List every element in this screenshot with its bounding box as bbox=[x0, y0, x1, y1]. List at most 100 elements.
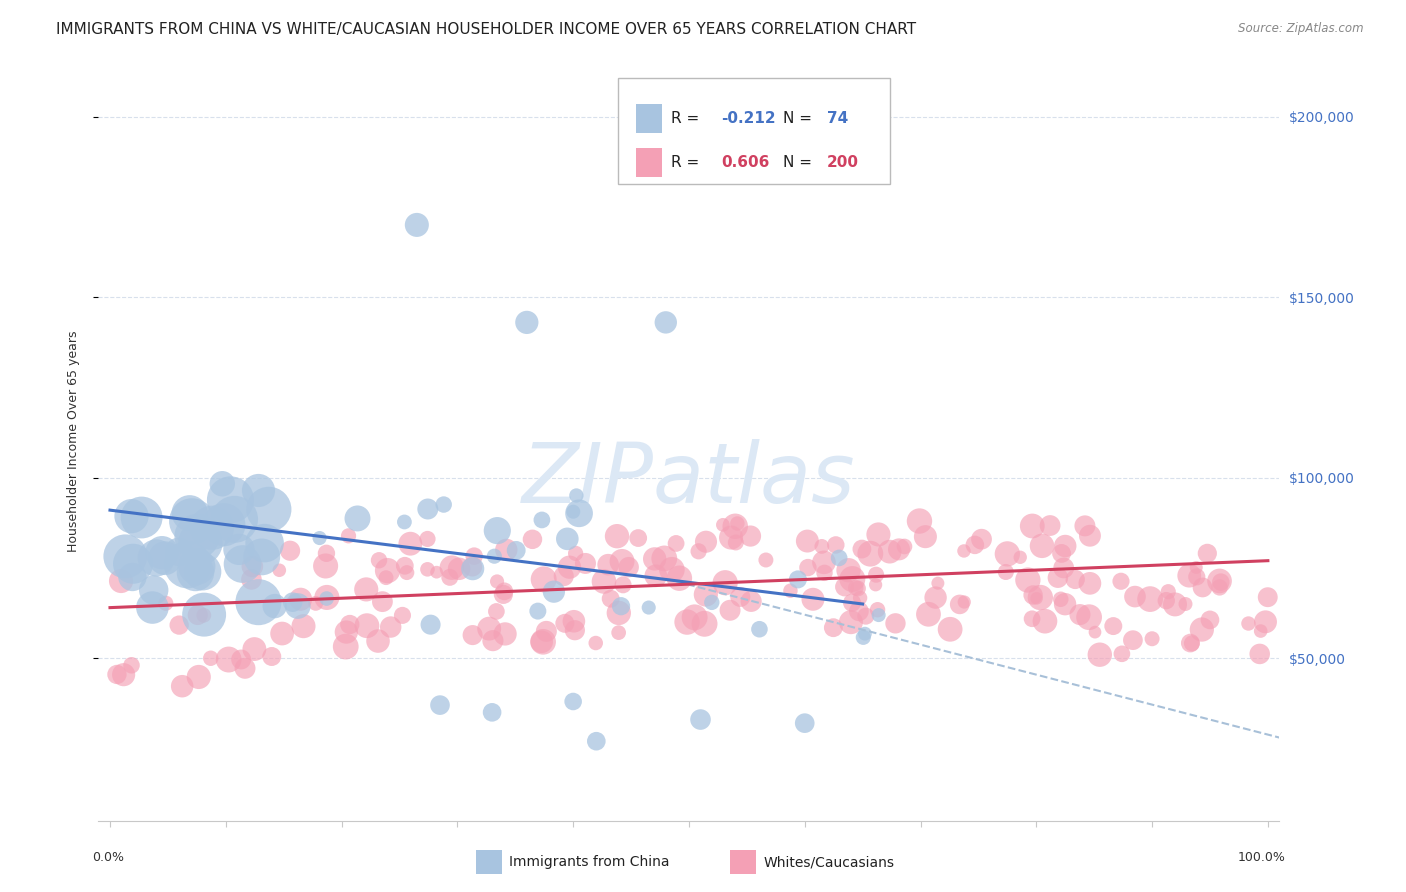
Point bbox=[167, 618, 190, 632]
Point bbox=[181, 514, 204, 528]
Bar bbox=[636, 104, 662, 133]
Point bbox=[367, 634, 389, 648]
Point bbox=[433, 498, 456, 512]
Point bbox=[368, 553, 391, 567]
Point bbox=[172, 679, 194, 693]
Text: IMMIGRANTS FROM CHINA VS WHITE/CAUCASIAN HOUSEHOLDER INCOME OVER 65 YEARS CORREL: IMMIGRANTS FROM CHINA VS WHITE/CAUCASIAN… bbox=[56, 22, 917, 37]
Text: N =: N = bbox=[783, 112, 817, 127]
Point bbox=[695, 534, 717, 549]
Point bbox=[176, 558, 198, 572]
Point bbox=[1021, 519, 1043, 533]
Point bbox=[186, 529, 208, 543]
Point bbox=[1064, 573, 1087, 587]
Point bbox=[661, 563, 683, 577]
Point bbox=[153, 551, 176, 566]
Point bbox=[463, 549, 485, 563]
Point bbox=[486, 574, 509, 589]
Point bbox=[337, 529, 360, 543]
Point bbox=[482, 633, 505, 648]
Point bbox=[257, 502, 280, 516]
Point bbox=[1164, 598, 1187, 612]
Point bbox=[439, 570, 461, 584]
Point bbox=[554, 616, 576, 631]
Point bbox=[1031, 539, 1053, 553]
Point bbox=[335, 640, 357, 654]
Point bbox=[787, 573, 810, 587]
Y-axis label: Householder Income Over 65 years: Householder Income Over 65 years bbox=[67, 331, 80, 552]
Text: 0.0%: 0.0% bbox=[93, 851, 125, 864]
Point bbox=[994, 565, 1017, 579]
Point bbox=[1199, 613, 1222, 627]
Point bbox=[315, 591, 337, 605]
Point bbox=[718, 603, 741, 617]
Point bbox=[1033, 614, 1056, 628]
Point bbox=[564, 546, 586, 560]
Point bbox=[494, 584, 516, 599]
Point bbox=[440, 560, 463, 574]
Point bbox=[315, 591, 337, 606]
Point bbox=[481, 706, 503, 720]
Point bbox=[823, 621, 845, 635]
Point bbox=[813, 566, 835, 580]
Point bbox=[211, 476, 233, 491]
Text: R =: R = bbox=[671, 112, 704, 127]
Point bbox=[879, 544, 901, 558]
Point bbox=[1039, 518, 1062, 533]
Text: N =: N = bbox=[783, 154, 817, 169]
Point bbox=[939, 622, 962, 636]
Text: 74: 74 bbox=[827, 112, 848, 127]
Point bbox=[505, 543, 527, 558]
Point bbox=[346, 511, 368, 525]
Point bbox=[1074, 519, 1097, 533]
Point bbox=[839, 615, 862, 629]
Point bbox=[1102, 619, 1125, 633]
Point bbox=[461, 559, 484, 574]
Point bbox=[356, 618, 378, 632]
Point bbox=[193, 607, 215, 622]
Point bbox=[122, 557, 145, 571]
Point bbox=[1140, 632, 1163, 646]
Point bbox=[142, 583, 165, 598]
Point bbox=[263, 599, 285, 613]
Point bbox=[190, 536, 212, 550]
Point bbox=[527, 604, 550, 618]
Point bbox=[555, 532, 578, 546]
Point bbox=[449, 562, 471, 576]
Point bbox=[391, 608, 413, 623]
Point bbox=[1185, 560, 1208, 574]
Point bbox=[1178, 568, 1201, 582]
Point bbox=[740, 594, 762, 608]
Point bbox=[155, 596, 177, 610]
Point bbox=[779, 583, 801, 598]
Point bbox=[568, 506, 591, 520]
Point bbox=[598, 558, 620, 572]
Point bbox=[841, 596, 863, 610]
Point bbox=[218, 652, 240, 666]
Point bbox=[339, 617, 361, 632]
Point bbox=[1250, 624, 1272, 638]
Point bbox=[184, 566, 207, 580]
Point bbox=[228, 542, 250, 557]
Point bbox=[232, 557, 254, 571]
Point bbox=[335, 625, 357, 640]
Point bbox=[845, 581, 868, 595]
Point bbox=[200, 651, 222, 665]
Point bbox=[668, 571, 690, 585]
Point bbox=[419, 617, 441, 632]
Point bbox=[278, 543, 301, 558]
Point bbox=[884, 616, 907, 631]
Point bbox=[1197, 546, 1219, 560]
Point bbox=[247, 483, 270, 498]
Point bbox=[522, 533, 544, 547]
Point bbox=[865, 567, 887, 582]
Point bbox=[461, 628, 484, 642]
Point bbox=[1053, 561, 1076, 575]
Point bbox=[305, 596, 328, 610]
Point bbox=[755, 553, 778, 567]
Point bbox=[644, 552, 666, 566]
Point bbox=[1180, 636, 1202, 650]
Point bbox=[970, 532, 993, 546]
Point bbox=[914, 530, 936, 544]
Point bbox=[689, 713, 711, 727]
Point bbox=[585, 636, 607, 650]
